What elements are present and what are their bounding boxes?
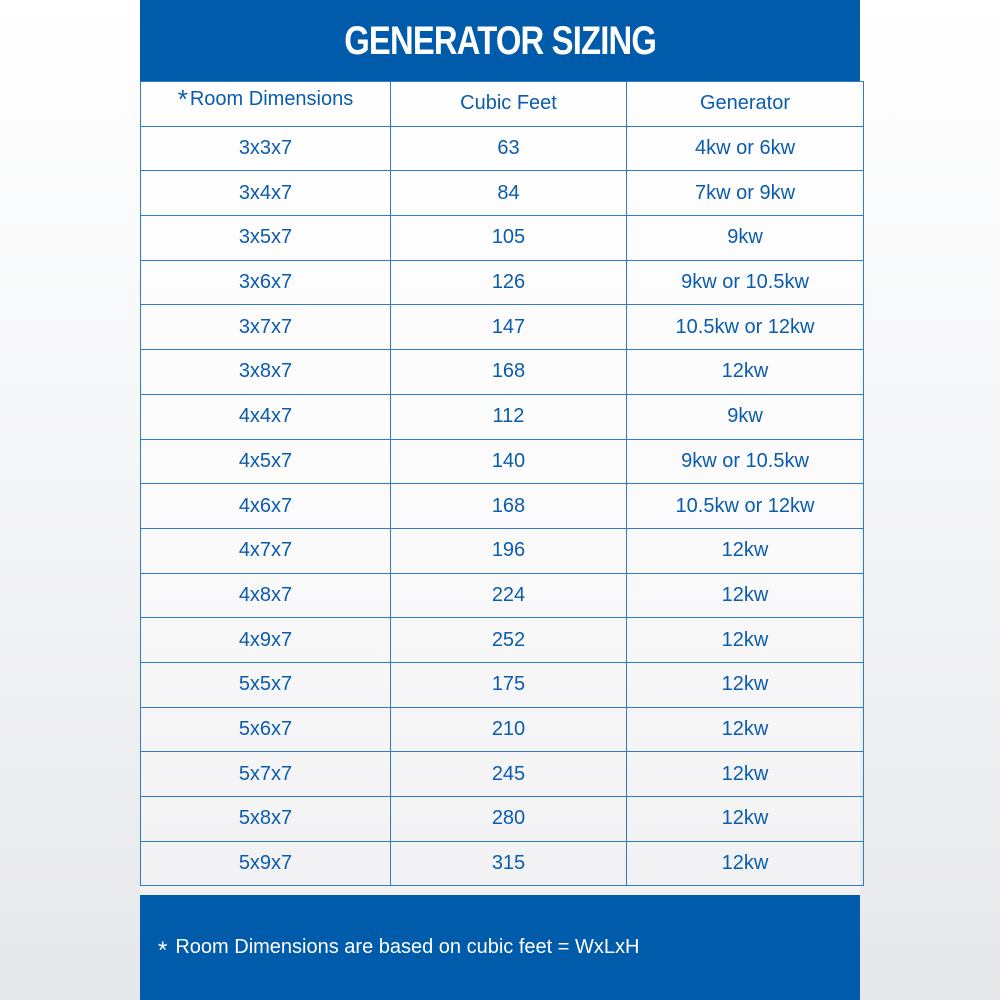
table-row: 5x9x7 315 12kw xyxy=(140,840,864,887)
table-row: 4x7x7 196 12kw xyxy=(140,527,864,574)
sizing-table: * Room Dimensions Cubic Feet Generator 3x… xyxy=(140,81,864,887)
table-row: 4x5x7 140 9kw or 10.5kw xyxy=(140,438,864,485)
table-row: 5x7x7 245 12kw xyxy=(140,751,864,797)
table-row: 3x4x7 84 7kw or 9kw xyxy=(140,170,864,217)
cell-cubic: 112 xyxy=(390,393,627,440)
header-banner: GENERATOR SIZING xyxy=(140,0,860,81)
cell-generator: 12kw xyxy=(626,706,864,753)
asterisk-icon: * xyxy=(158,936,168,964)
cell-cubic: 210 xyxy=(390,706,627,753)
table-row: 4x8x7 224 12kw xyxy=(140,572,864,619)
cell-cubic: 105 xyxy=(390,215,627,261)
cell-cubic: 63 xyxy=(390,125,627,172)
cell-room: 4x5x7 xyxy=(140,438,391,485)
table-row: 5x8x7 280 12kw xyxy=(140,796,864,842)
table-row: 5x6x7 210 12kw xyxy=(140,706,864,753)
cell-generator: 12kw xyxy=(626,527,864,574)
column-header-cubic: Cubic Feet xyxy=(390,81,627,127)
footer-note: * Room Dimensions are based on cubic fee… xyxy=(140,895,860,1000)
table-row: 3x8x7 168 12kw xyxy=(140,349,864,395)
cell-cubic: 140 xyxy=(390,438,627,485)
table-row: 4x9x7 252 12kw xyxy=(140,617,864,663)
cell-cubic: 84 xyxy=(390,170,627,217)
cell-cubic: 147 xyxy=(390,304,627,351)
column-header-generator: Generator xyxy=(626,81,864,127)
cell-room: 4x4x7 xyxy=(140,393,391,440)
cell-generator: 12kw xyxy=(626,617,864,663)
cell-generator: 9kw xyxy=(626,393,864,440)
cell-cubic: 245 xyxy=(390,751,627,797)
cell-generator: 10.5kw or 12kw xyxy=(626,304,864,351)
cell-room: 4x7x7 xyxy=(140,527,391,574)
page-title: GENERATOR SIZING xyxy=(344,19,657,63)
cell-room: 5x8x7 xyxy=(140,796,391,842)
cell-room: 3x5x7 xyxy=(140,215,391,261)
cell-cubic: 224 xyxy=(390,572,627,619)
table-header-row: * Room Dimensions Cubic Feet Generator xyxy=(140,81,864,127)
cell-generator: 12kw xyxy=(626,572,864,619)
cell-room: 5x6x7 xyxy=(140,706,391,753)
table-row: 4x4x7 112 9kw xyxy=(140,393,864,440)
cell-generator: 4kw or 6kw xyxy=(626,125,864,172)
cell-cubic: 126 xyxy=(390,259,627,306)
cell-generator: 12kw xyxy=(626,840,864,887)
cell-cubic: 175 xyxy=(390,661,627,708)
column-header-room-label: Room Dimensions xyxy=(189,88,354,111)
cell-cubic: 280 xyxy=(390,796,627,842)
footer-note-text: Room Dimensions are based on cubic feet … xyxy=(175,936,640,958)
generator-sizing-card: GENERATOR SIZING * Room Dimensions Cubic … xyxy=(140,0,864,1000)
column-header-room: * Room Dimensions xyxy=(140,81,391,127)
cell-generator: 7kw or 9kw xyxy=(626,170,864,217)
cell-room: 3x3x7 xyxy=(140,125,391,172)
cell-room: 3x8x7 xyxy=(140,349,391,395)
cell-room: 3x7x7 xyxy=(140,304,391,351)
cell-room: 5x5x7 xyxy=(140,661,391,708)
table-row: 4x6x7 168 10.5kw or 12kw xyxy=(140,483,864,529)
cell-generator: 9kw xyxy=(626,215,864,261)
cell-cubic: 196 xyxy=(390,527,627,574)
table-row: 3x7x7 147 10.5kw or 12kw xyxy=(140,304,864,351)
table-row: 3x6x7 126 9kw or 10.5kw xyxy=(140,259,864,306)
cell-room: 4x9x7 xyxy=(140,617,391,663)
cell-generator: 9kw or 10.5kw xyxy=(626,259,864,306)
cell-room: 4x8x7 xyxy=(140,572,391,619)
table-row: 5x5x7 175 12kw xyxy=(140,661,864,708)
cell-generator: 12kw xyxy=(626,349,864,395)
table-row: 3x5x7 105 9kw xyxy=(140,215,864,261)
cell-generator: 9kw or 10.5kw xyxy=(626,438,864,485)
cell-room: 5x7x7 xyxy=(140,751,391,797)
cell-room: 3x4x7 xyxy=(140,170,391,217)
cell-cubic: 315 xyxy=(390,840,627,887)
cell-cubic: 168 xyxy=(390,349,627,395)
cell-generator: 12kw xyxy=(626,661,864,708)
cell-generator: 12kw xyxy=(626,796,864,842)
asterisk-icon: * xyxy=(177,84,188,115)
table-row: 3x3x7 63 4kw or 6kw xyxy=(140,125,864,172)
cell-room: 3x6x7 xyxy=(140,259,391,306)
cell-generator: 12kw xyxy=(626,751,864,797)
cell-room: 5x9x7 xyxy=(140,840,391,887)
cell-generator: 10.5kw or 12kw xyxy=(626,483,864,529)
cell-cubic: 168 xyxy=(390,483,627,529)
cell-cubic: 252 xyxy=(390,617,627,663)
cell-room: 4x6x7 xyxy=(140,483,391,529)
